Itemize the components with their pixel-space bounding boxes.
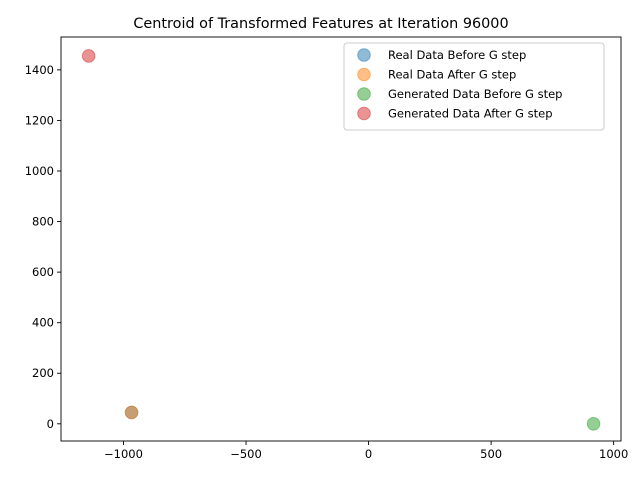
y-tick-label: 1000 — [25, 164, 54, 178]
legend: Real Data Before G step Real Data After G… — [343, 42, 605, 131]
legend-marker — [357, 87, 371, 101]
x-tick-label: 500 — [480, 447, 502, 461]
chart-title: Centroid of Transformed Features at Iter… — [133, 16, 508, 32]
x-tick-label: −500 — [230, 447, 262, 461]
y-tick-label: 800 — [32, 215, 54, 229]
x-tick-label: 1000 — [599, 447, 628, 461]
x-axis-ticks: −1000 −500 0 500 1000 — [104, 441, 628, 461]
data-point — [81, 49, 96, 63]
legend-label: Generated Data After G step — [388, 107, 553, 121]
legend-label: Real Data After G step — [388, 68, 516, 82]
x-tick-label: −1000 — [104, 447, 143, 461]
data-point — [586, 417, 601, 431]
legend-marker — [357, 48, 371, 62]
legend-label: Real Data Before G step — [388, 48, 526, 62]
y-tick-label: 600 — [32, 265, 54, 279]
legend-box — [343, 42, 605, 131]
y-tick-label: 1200 — [25, 113, 54, 127]
legend-label: Generated Data Before G step — [388, 87, 562, 101]
data-point — [124, 405, 139, 420]
x-tick-label: 0 — [365, 447, 372, 461]
legend-marker — [357, 106, 371, 121]
y-axis-ticks: 0 200 400 600 800 1000 1200 1400 — [25, 63, 61, 431]
legend-marker — [357, 67, 371, 82]
y-tick-label: 400 — [32, 316, 54, 330]
data-points — [81, 49, 601, 431]
y-tick-label: 200 — [32, 366, 54, 380]
y-tick-label: 1400 — [25, 63, 54, 77]
plot-area-frame — [60, 36, 622, 442]
y-tick-label: 0 — [47, 417, 54, 431]
